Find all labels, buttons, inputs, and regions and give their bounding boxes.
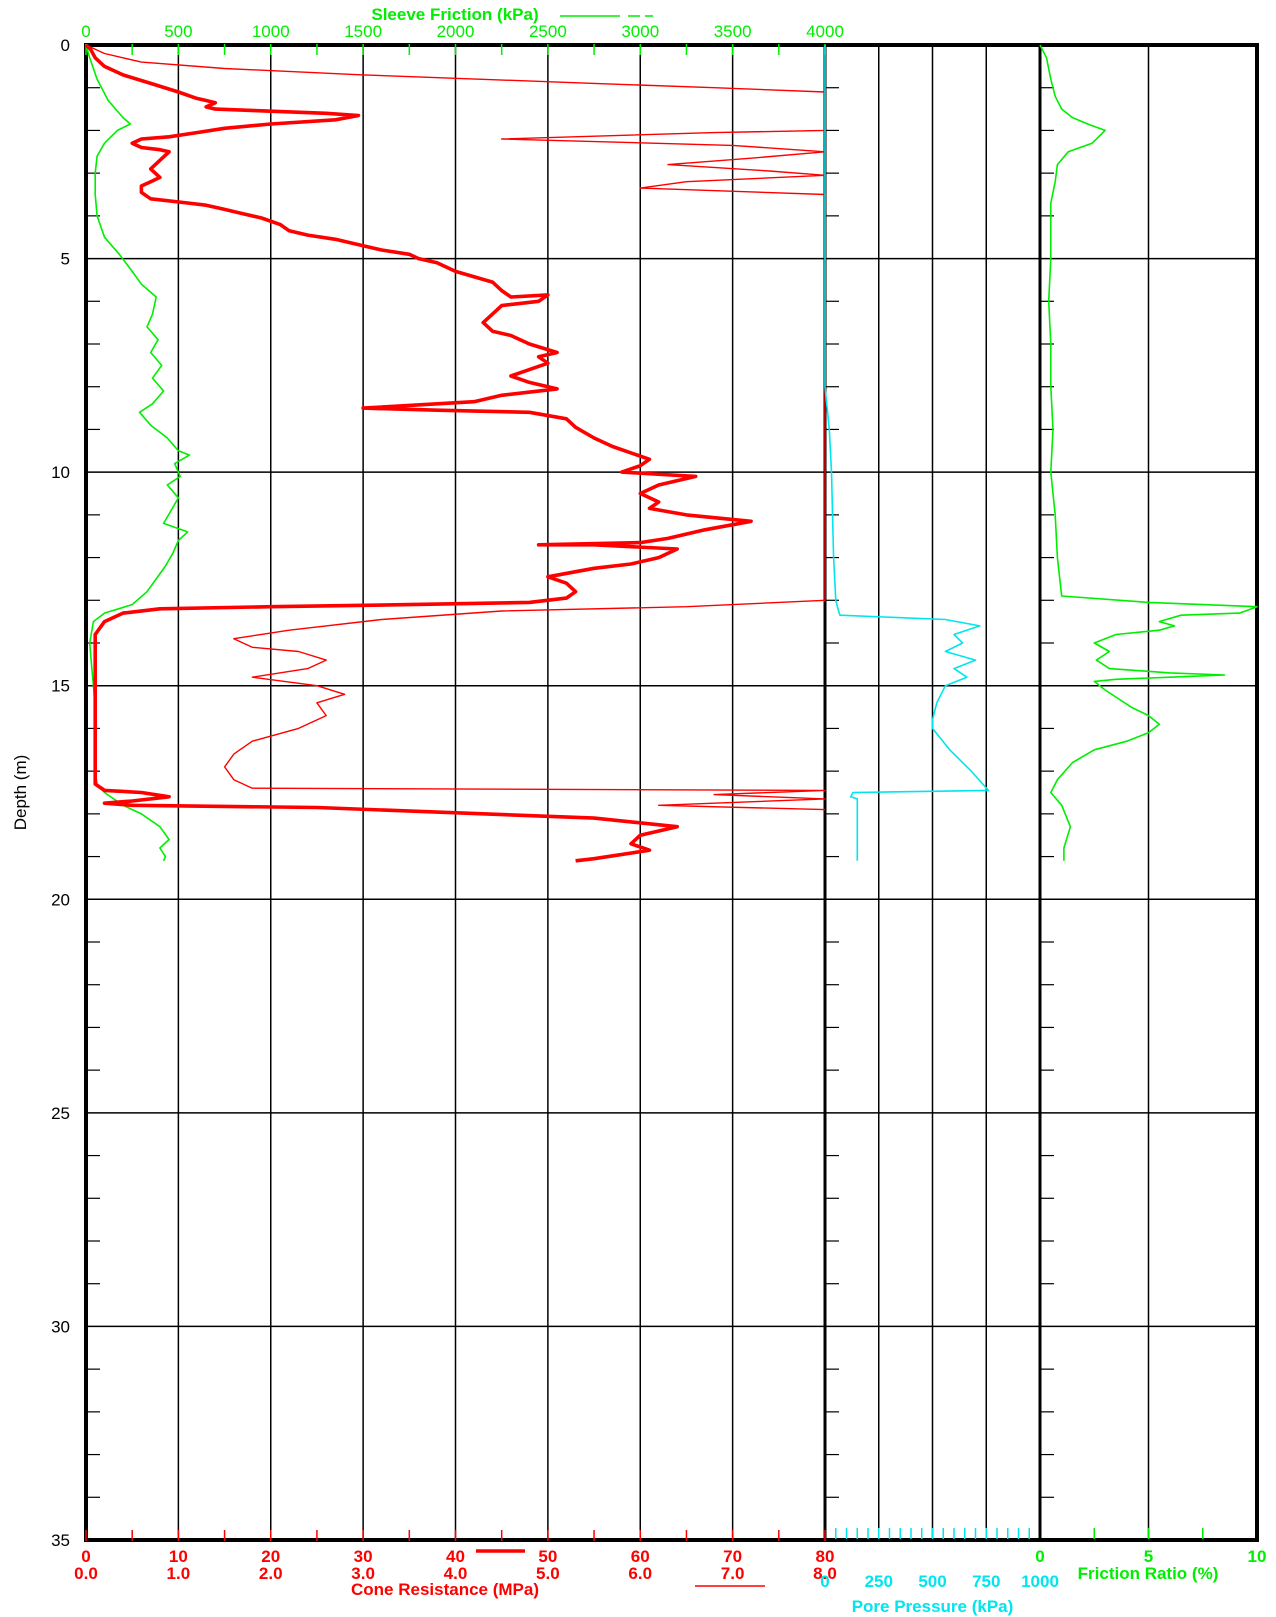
cone-tick-label-secondary: 5.0	[536, 1564, 560, 1583]
sleeve-tick-label: 1000	[252, 22, 290, 41]
ratio-axis-title: Friction Ratio (%)	[1078, 1564, 1219, 1583]
cone-tick-label-secondary: 2.0	[259, 1564, 283, 1583]
depth-tick-label: 35	[51, 1531, 70, 1550]
cone-tick-label: 40	[446, 1547, 465, 1566]
depth-tick-label: 0	[61, 36, 70, 55]
cone-tick-label-secondary: 4.0	[444, 1564, 468, 1583]
data-series	[84, 43, 1258, 863]
pore-tick-label: 1000	[1021, 1572, 1059, 1591]
chart-frame	[84, 43, 1259, 1542]
sleeve-tick-label: 2500	[529, 22, 567, 41]
sleeve-tick-label: 500	[164, 22, 192, 41]
series-cone-resistance	[84, 43, 753, 863]
sleeve-axis-title: Sleeve Friction (kPa)	[371, 5, 538, 24]
pore-axis-title: Pore Pressure (kPa)	[852, 1597, 1014, 1616]
pore-tick-label: 500	[918, 1572, 946, 1591]
depth-tick-label: 20	[51, 890, 70, 909]
cone-tick-label-secondary: 1.0	[167, 1564, 191, 1583]
cone-tick-label: 80	[816, 1547, 835, 1566]
series-pore-pressure	[824, 45, 990, 861]
cone-tick-label: 10	[169, 1547, 188, 1566]
depth-tick-label: 25	[51, 1104, 70, 1123]
cone-tick-label: 50	[538, 1547, 557, 1566]
series-friction-ratio	[1039, 44, 1258, 861]
series-sleeve-friction	[85, 44, 191, 862]
pore-tick-label: 0	[820, 1572, 829, 1591]
ratio-tick-label: 0	[1035, 1547, 1044, 1566]
cone-tick-label-secondary: 6.0	[628, 1564, 652, 1583]
cone-tick-label-secondary: 7.0	[721, 1564, 745, 1583]
pore-tick-label: 750	[972, 1572, 1000, 1591]
cone-tick-label: 70	[723, 1547, 742, 1566]
grid-lines	[84, 43, 1259, 1542]
sleeve-tick-label: 3000	[621, 22, 659, 41]
ratio-tick-label: 10	[1248, 1547, 1267, 1566]
sleeve-tick-label: 4000	[806, 22, 844, 41]
cone-tick-label: 0	[81, 1547, 90, 1566]
cone-tick-label: 30	[354, 1547, 373, 1566]
ratio-tick-label: 5	[1144, 1547, 1153, 1566]
cone-tick-label-secondary: 0.0	[74, 1564, 98, 1583]
cone-tick-label-secondary: 8.0	[813, 1564, 837, 1583]
depth-tick-label: 15	[51, 677, 70, 696]
depth-axis-label: Depth (m)	[11, 755, 30, 831]
cone-tick-label: 20	[261, 1547, 280, 1566]
pore-tick-label: 250	[865, 1572, 893, 1591]
depth-tick-label: 5	[61, 250, 70, 269]
cone-tick-label-secondary: 3.0	[351, 1564, 375, 1583]
sleeve-tick-label: 3500	[714, 22, 752, 41]
sleeve-tick-label: 2000	[437, 22, 475, 41]
sleeve-tick-label: 0	[81, 22, 90, 41]
cone-tick-label: 60	[631, 1547, 650, 1566]
depth-tick-label: 10	[51, 463, 70, 482]
depth-tick-label: 30	[51, 1317, 70, 1336]
cone-axis-title: Cone Resistance (MPa)	[351, 1580, 539, 1599]
sleeve-tick-label: 1500	[344, 22, 382, 41]
